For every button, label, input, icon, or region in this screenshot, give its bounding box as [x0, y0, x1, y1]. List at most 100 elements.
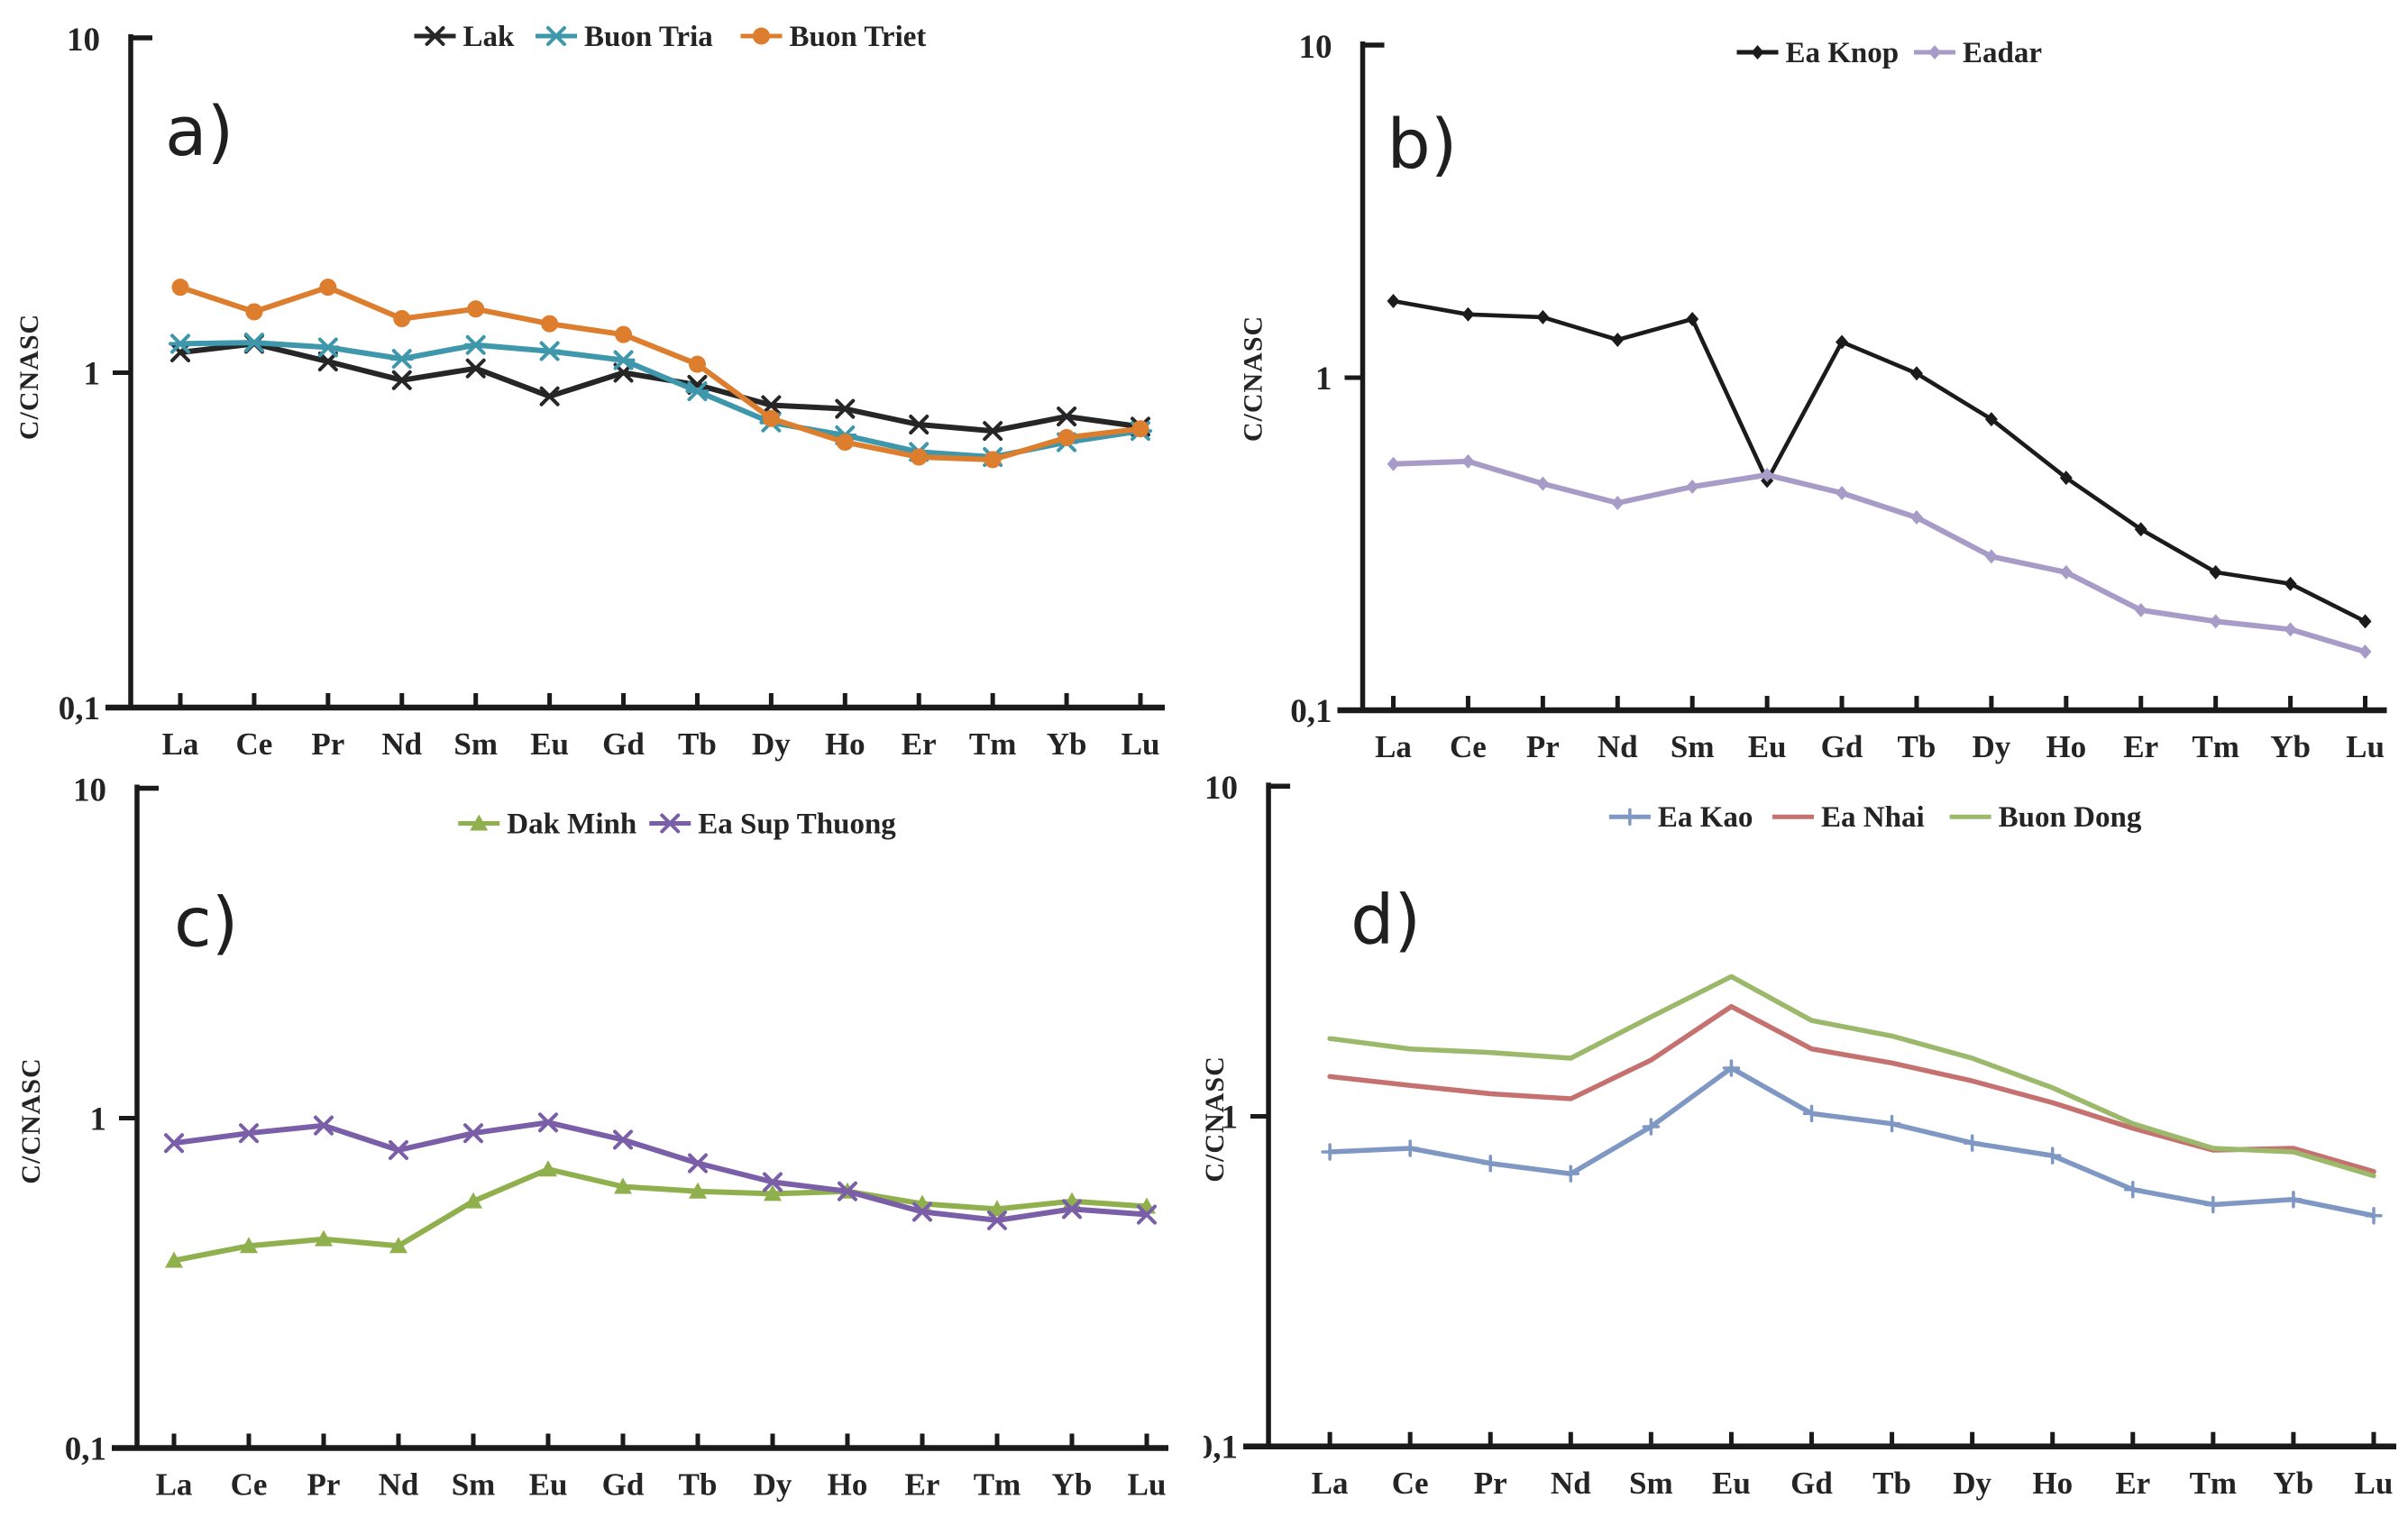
data-point-marker: [2284, 622, 2297, 637]
data-point-marker: [1058, 429, 1076, 447]
x-tick-label-Sm: Sm: [452, 1467, 496, 1503]
x-tick-label-Ho: Ho: [2032, 1466, 2073, 1501]
data-point-marker: [315, 1229, 333, 1247]
legend-item-dak-minh: Dak Minh: [458, 809, 636, 841]
data-point-marker: [2204, 1195, 2222, 1214]
panel-letter: c): [174, 882, 238, 963]
legend-item-buon-triet: Buon Triet: [740, 21, 926, 53]
y-axis-title: C/CNASC: [1204, 1055, 1230, 1182]
y-axis-title: C/CNASC: [1239, 315, 1268, 442]
data-point-marker: [1461, 453, 1475, 469]
data-point-marker: [689, 1182, 707, 1199]
series-ea-sup-thuong: [164, 1112, 1157, 1230]
x-tick-label-Ce: Ce: [236, 726, 273, 762]
chart-a: 10 1 0,1 La Ce Pr Nd Sm Eu Gd Tb Dy Ho Er Tm Yb Lu Lak Buo…: [14, 21, 1165, 762]
data-point-marker: [912, 1202, 932, 1222]
x-tick-label-Gd: Gd: [1790, 1466, 1833, 1501]
series-line: [1391, 298, 2367, 624]
x-tick-label-Lu: Lu: [2355, 1466, 2394, 1501]
y-axis-title: C/CNASC: [16, 1057, 46, 1183]
x-tick-label-La: La: [162, 726, 199, 762]
panel-letter: d): [1350, 879, 1421, 959]
panel-a: 10 1 0,1 La Ce Pr Nd Sm Eu Gd Tb Dy Ho Er Tm Yb Lu Lak Buo…: [0, 0, 1204, 767]
legend-label: Ea Knop: [1786, 37, 1900, 69]
data-point-marker: [1536, 476, 1550, 491]
data-point-marker: [171, 279, 189, 297]
data-point-marker: [169, 333, 192, 354]
x-tick-label-Dy: Dy: [752, 726, 791, 762]
panel-c: 10 1 0,1 La Ce Pr Nd Sm Eu Gd Tb Dy Ho Er Tm Yb Lu Dak Mi…: [0, 767, 1204, 1535]
x-tick-label-Er: Er: [902, 726, 937, 762]
legend-label: Buon Tria: [584, 21, 713, 53]
data-point-marker: [1686, 479, 1699, 494]
axes: 10 1 0,1 La Ce Pr Nd Sm Eu Gd Tb Dy Ho Er Tm Yb Lu: [65, 772, 1168, 1503]
series-buon-tria: [169, 333, 1152, 468]
series-line: [1390, 458, 2368, 654]
legend-marker: [1928, 45, 1941, 59]
x-tick-label-Ho: Ho: [2046, 729, 2086, 764]
data-point-marker: [615, 325, 633, 343]
data-point-marker: [2134, 602, 2147, 617]
x-tick-label-Lu: Lu: [1122, 726, 1160, 762]
series-line: [1327, 973, 2376, 1179]
data-point-marker: [463, 1123, 483, 1144]
x-tick-label-La: La: [156, 1467, 193, 1503]
legend-item-ea-sup-thuong: Ea Sup Thuong: [649, 809, 896, 841]
x-tick-label-Tb: Tb: [678, 726, 717, 762]
data-point-marker: [910, 448, 928, 466]
y-tick-label-10: 10: [1299, 29, 1332, 66]
panel-letter: a): [165, 91, 233, 171]
x-tick-label-Yb: Yb: [1052, 1467, 1093, 1503]
data-point-marker: [1481, 1154, 1499, 1173]
legend: Dak Minh Ea Sup Thuong: [458, 809, 896, 841]
data-point-marker: [1909, 366, 1923, 381]
data-point-marker: [2284, 1190, 2303, 1209]
x-tick-label-Eu: Eu: [529, 1467, 568, 1503]
y-tick-label-10: 10: [1204, 770, 1238, 807]
y-tick-label-0-1: 0,1: [59, 690, 100, 727]
data-point-marker: [389, 349, 414, 370]
panel-b: 10 1 0,1 La Ce Pr Nd Sm Eu Gd Tb Dy Ho Er Tm Yb Lu Ea Kno…: [1204, 0, 2408, 767]
data-point-marker: [1882, 1114, 1901, 1133]
series-buon-dong: [1327, 973, 2376, 1179]
data-point-marker: [1137, 1204, 1157, 1225]
data-point-marker: [2124, 1180, 2142, 1199]
series-eadar: [1387, 453, 2372, 660]
axes: 10 1 0,1 La Ce Pr Nd Sm Eu Gd Tb Dy Ho Er Tm Yb Lu: [59, 22, 1165, 762]
series-ea-kao: [1321, 1059, 2383, 1225]
data-point-marker: [541, 315, 559, 333]
data-point-marker: [1387, 456, 1400, 471]
data-point-marker: [239, 1123, 259, 1144]
data-point-marker: [2209, 614, 2222, 629]
x-tick-label-Sm: Sm: [453, 726, 498, 762]
data-point-marker: [2043, 1147, 2062, 1165]
x-tick-label-Tm: Tm: [974, 1467, 1021, 1503]
x-tick-label-Ce: Ce: [1392, 1466, 1429, 1501]
y-tick-label-1: 1: [1315, 361, 1332, 397]
x-tick-label-La: La: [1312, 1466, 1349, 1501]
data-point-marker: [611, 350, 636, 370]
y-tick-label-10: 10: [73, 772, 106, 809]
chart-b: 10 1 0,1 La Ce Pr Nd Sm Eu Gd Tb Dy Ho Er Tm Yb Lu Ea Kno…: [1239, 29, 2387, 764]
x-tick-label-Er: Er: [2115, 1466, 2150, 1501]
data-point-marker: [614, 1177, 632, 1194]
data-point-marker: [242, 333, 266, 353]
data-point-marker: [245, 303, 263, 321]
data-point-marker: [464, 1192, 482, 1209]
y-axis-title: C/CNASC: [14, 314, 44, 440]
legend: Lak Buon Tria Buon Triet: [414, 21, 926, 53]
x-tick-label-Sm: Sm: [1629, 1466, 1673, 1501]
data-point-marker: [1401, 1139, 1419, 1157]
data-point-marker: [467, 300, 485, 318]
series-line: [178, 340, 1143, 460]
series-line: [178, 341, 1143, 434]
data-point-marker: [2059, 564, 2073, 580]
x-tick-label-Tm: Tm: [2192, 729, 2239, 764]
legend-item-lak: Lak: [414, 21, 515, 53]
data-point-marker: [835, 398, 856, 419]
legend-marker: [425, 26, 445, 46]
data-point-marker: [983, 421, 1003, 442]
data-point-marker: [1461, 306, 1475, 322]
